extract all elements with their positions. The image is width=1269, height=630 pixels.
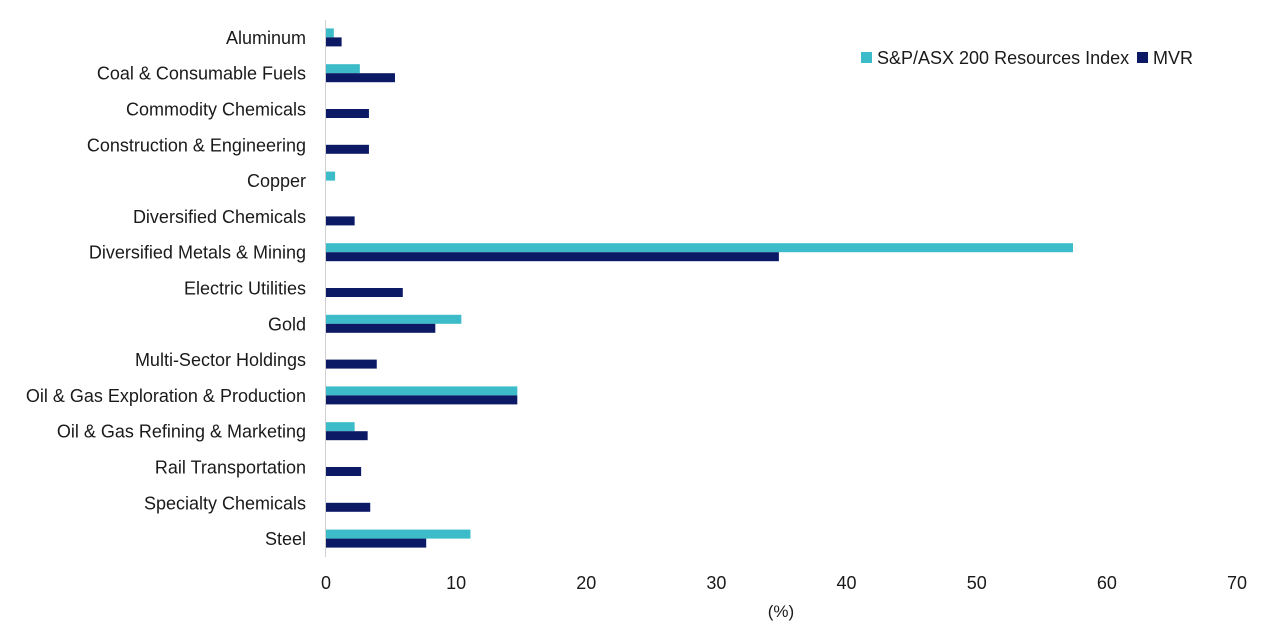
bar-index <box>326 422 355 432</box>
x-tick-label: 60 <box>1097 573 1117 593</box>
bar-index <box>326 529 471 539</box>
bar-mvr <box>326 323 436 333</box>
x-tick-label: 0 <box>321 573 331 593</box>
x-tick-label: 70 <box>1227 573 1247 593</box>
category-label: Diversified Metals & Mining <box>89 243 306 263</box>
x-axis-title: (%) <box>768 602 794 621</box>
category-label: Construction & Engineering <box>87 135 306 155</box>
category-label: Diversified Chemicals <box>133 207 306 227</box>
bar-mvr <box>326 359 377 369</box>
bar-mvr <box>326 216 355 226</box>
x-tick-label: 10 <box>446 573 466 593</box>
bar-mvr <box>326 144 369 154</box>
bar-mvr <box>326 502 371 512</box>
bar-mvr <box>326 431 368 441</box>
legend-label: S&P/ASX 200 Resources Index <box>877 48 1129 68</box>
category-label: Aluminum <box>226 28 306 48</box>
bar-index <box>326 64 360 74</box>
bar-index <box>326 243 1074 253</box>
legend-swatch <box>1137 52 1148 63</box>
bar-mvr <box>326 288 403 297</box>
bar-index <box>326 314 462 324</box>
bar-mvr <box>326 252 779 262</box>
legend-label: MVR <box>1153 48 1193 68</box>
category-label: Steel <box>265 529 306 549</box>
bar-index <box>326 171 336 181</box>
bar-mvr <box>326 109 369 118</box>
bar-mvr <box>326 538 427 548</box>
category-label: Oil & Gas Refining & Marketing <box>57 422 306 442</box>
bars-layer <box>326 28 1074 548</box>
x-tick-label: 20 <box>576 573 596 593</box>
x-tick-label: 50 <box>967 573 987 593</box>
bar-mvr <box>326 73 395 83</box>
category-label: Rail Transportation <box>155 458 306 478</box>
category-label: Specialty Chemicals <box>144 493 306 513</box>
bar-mvr <box>326 395 518 405</box>
x-tick-labels: 0 10 20 30 40 50 60 70 <box>321 573 1247 593</box>
bar-mvr <box>326 37 342 47</box>
category-label: Oil & Gas Exploration & Production <box>26 386 306 406</box>
bar-index <box>326 28 334 38</box>
category-label: Copper <box>247 171 306 191</box>
category-label: Commodity Chemicals <box>126 100 306 120</box>
x-tick-label: 30 <box>706 573 726 593</box>
category-labels: Aluminum Coal & Consumable Fuels Commodity… <box>26 28 306 549</box>
category-label: Gold <box>268 314 306 334</box>
legend: S&P/ASX 200 Resources Index MVR <box>861 48 1193 68</box>
bar-index <box>326 386 518 396</box>
legend-swatch <box>861 52 872 63</box>
x-tick-label: 40 <box>837 573 857 593</box>
category-label: Multi-Sector Holdings <box>135 350 306 370</box>
bar-mvr <box>326 467 362 476</box>
category-label: Electric Utilities <box>184 279 306 299</box>
category-label: Coal & Consumable Fuels <box>97 64 306 84</box>
